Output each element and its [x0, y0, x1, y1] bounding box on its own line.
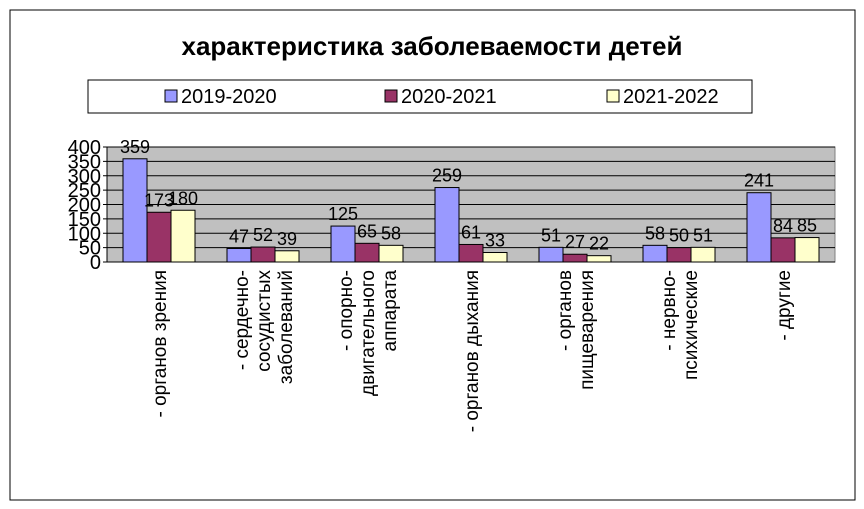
legend-label: 2019-2020: [181, 86, 277, 108]
x-tick-label: - органов дыхания: [462, 270, 483, 432]
data-label: 61: [461, 222, 481, 242]
bar: [586, 255, 612, 263]
legend-swatch: [164, 89, 178, 103]
chart-title: характеристика заболеваемости детей: [181, 31, 682, 61]
x-tick-label-line: двигательного: [358, 270, 379, 396]
bar: [482, 252, 508, 263]
bar: [642, 244, 668, 263]
x-tick-label: - органовпищеварения: [555, 270, 598, 390]
y-tick-label: 100: [68, 223, 101, 245]
data-label: 27: [565, 232, 585, 252]
x-tick-label-line: - нервно-: [659, 270, 680, 351]
y-tick-label: 50: [79, 238, 101, 260]
x-tick-label-line: психические: [681, 270, 702, 380]
bar: [378, 244, 404, 263]
data-label: 359: [120, 137, 150, 157]
bar: [794, 237, 820, 263]
bar: [226, 247, 252, 263]
bar: [538, 246, 564, 263]
data-label: 241: [744, 171, 774, 191]
data-label: 33: [485, 231, 505, 251]
data-label: 125: [328, 204, 358, 224]
data-label: 84: [773, 216, 793, 236]
x-tick-label-line: сосудистых: [254, 270, 275, 372]
data-label: 65: [357, 221, 377, 241]
x-tick-label-line: - опорно-: [336, 270, 357, 351]
data-label: 58: [645, 223, 665, 243]
x-tick-label-line: - органов зрения: [150, 270, 171, 418]
bar: [434, 187, 460, 263]
data-label: 180: [168, 188, 198, 208]
data-label: 50: [669, 226, 689, 246]
bar: [458, 243, 484, 263]
x-tick-label-line: заболеваний: [276, 270, 297, 384]
bar: [274, 250, 300, 263]
bar: [170, 209, 196, 263]
x-tick-label: - органов зрения: [150, 270, 171, 418]
bar: [146, 211, 172, 263]
bar: [250, 246, 276, 263]
legend-swatch: [384, 89, 398, 103]
y-tick-label: 150: [68, 209, 101, 231]
x-tick-label-line: - другие: [774, 270, 795, 341]
x-tick-label: - опорно-двигательногоаппарата: [336, 270, 401, 396]
bar: [666, 247, 692, 263]
bar: [330, 225, 356, 263]
bar: [746, 192, 772, 263]
data-label: 51: [693, 225, 713, 245]
legend-label: 2020-2021: [401, 86, 497, 108]
x-tick-label: - другие: [774, 270, 795, 341]
x-tick-label-line: аппарата: [380, 270, 401, 352]
bar: [690, 246, 716, 263]
x-tick-label: - сердечно-сосудистыхзаболеваний: [232, 270, 297, 385]
legend-box: [87, 79, 753, 114]
data-label: 259: [432, 166, 462, 186]
x-tick-label-line: - сердечно-: [232, 270, 253, 370]
data-label: 85: [797, 216, 817, 236]
data-label: 173: [144, 190, 174, 210]
x-tick-label-line: пищеварения: [577, 270, 598, 390]
legend-label: 2021-2022: [623, 86, 719, 108]
y-tick-label: 250: [68, 180, 101, 202]
x-tick-label: - нервно-психические: [659, 270, 702, 380]
data-label: 22: [589, 234, 609, 254]
x-tick-label-line: - органов дыхания: [462, 270, 483, 432]
bar: [122, 158, 148, 263]
y-tick-label: 0: [90, 252, 101, 274]
bar: [354, 242, 380, 263]
legend-swatch: [606, 89, 620, 103]
data-label: 58: [381, 223, 401, 243]
data-label: 39: [277, 229, 297, 249]
bar: [562, 253, 588, 263]
y-tick-label: 400: [68, 137, 101, 159]
y-tick-label: 350: [68, 151, 101, 173]
bar: [770, 237, 796, 263]
data-label: 51: [541, 225, 561, 245]
data-label: 47: [229, 226, 249, 246]
y-tick-label: 200: [68, 195, 101, 217]
x-tick-label-line: - органов: [555, 270, 576, 351]
data-label: 52: [253, 225, 273, 245]
y-tick-label: 300: [68, 166, 101, 188]
